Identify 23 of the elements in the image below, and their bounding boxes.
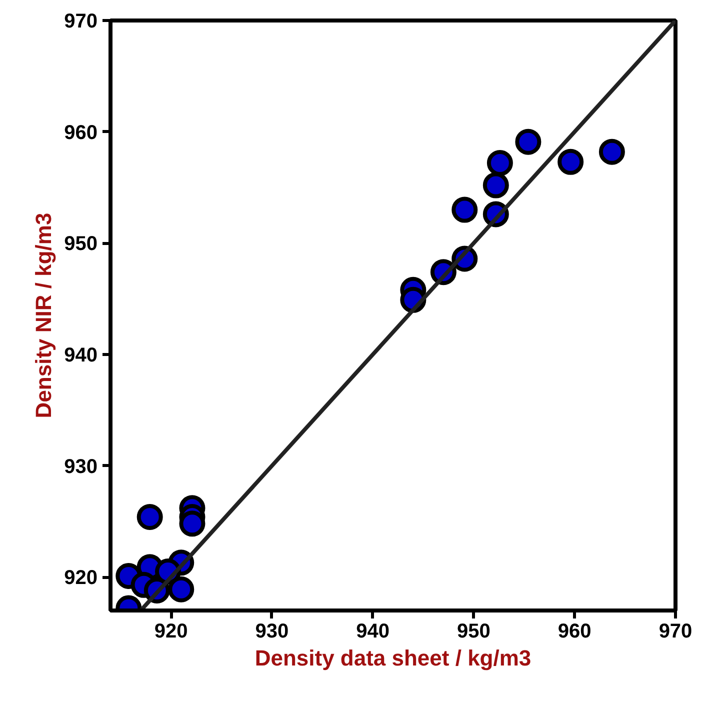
x-axis-title: Density data sheet / kg/m3 bbox=[254, 646, 532, 670]
y-tick-label: 960 bbox=[64, 122, 98, 144]
point bbox=[486, 150, 513, 176]
x-tick-label: 960 bbox=[558, 620, 592, 642]
point bbox=[515, 128, 542, 155]
x-tick-label: 950 bbox=[457, 620, 490, 642]
x-tick-label: 940 bbox=[356, 620, 390, 642]
y-tick-label: 970 bbox=[64, 10, 98, 32]
point bbox=[598, 138, 625, 165]
point bbox=[179, 510, 206, 537]
point bbox=[558, 148, 584, 175]
point bbox=[452, 196, 478, 223]
y-tick-label: 940 bbox=[64, 344, 98, 366]
x-tick-label: 970 bbox=[658, 620, 692, 642]
x-tick-label: 930 bbox=[255, 620, 289, 642]
point bbox=[482, 172, 509, 198]
point bbox=[168, 576, 194, 602]
x-tick-label: 920 bbox=[154, 620, 188, 642]
y-axis-title: Density NIR / kg/m3 bbox=[31, 212, 56, 418]
y-tick-label: 920 bbox=[64, 567, 98, 590]
y-tick-label: 930 bbox=[64, 456, 98, 478]
point bbox=[136, 504, 163, 530]
y-tick-label: 950 bbox=[64, 233, 98, 256]
